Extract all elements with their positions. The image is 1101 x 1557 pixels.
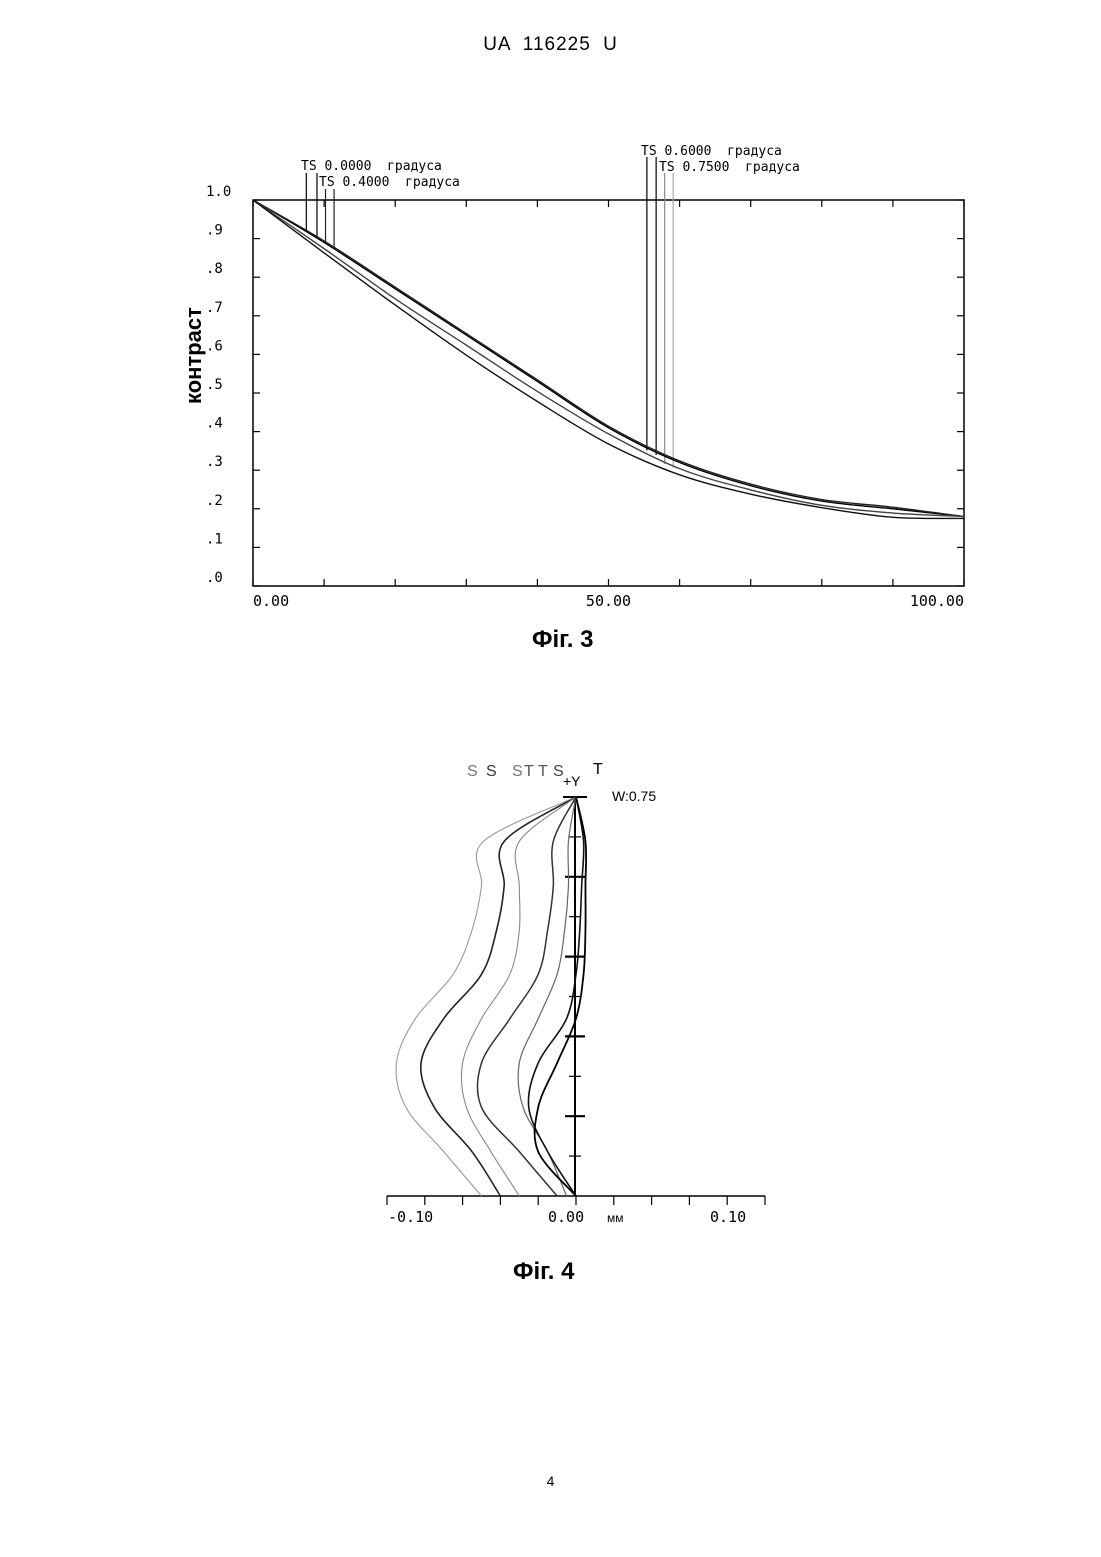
field-curve (396, 797, 576, 1196)
y-axis-label: +Y (563, 773, 581, 789)
curve-label-t3: T (593, 761, 603, 778)
curve-label-s3: S (512, 763, 523, 780)
x-tick-label-pos: 0.10 (710, 1208, 746, 1226)
figure-4-caption: Фіг. 4 (513, 1258, 574, 1286)
curve-label-t2: T (538, 763, 548, 780)
x-tick-label-neg: -0.10 (388, 1208, 433, 1226)
curve-label-t1: T (524, 763, 534, 780)
x-unit-label: мм (607, 1211, 624, 1225)
x-tick-label-zero: 0.00 (548, 1208, 584, 1226)
curve-label-s2: S (486, 763, 497, 780)
field-curve (518, 797, 576, 1196)
page-number: 4 (0, 1473, 1101, 1489)
field-angle-label: W:0.75 (612, 788, 656, 804)
field-curves (396, 797, 586, 1196)
field-curve (461, 797, 576, 1196)
curve-label-s1: S (467, 763, 478, 780)
field-curve (477, 797, 576, 1196)
